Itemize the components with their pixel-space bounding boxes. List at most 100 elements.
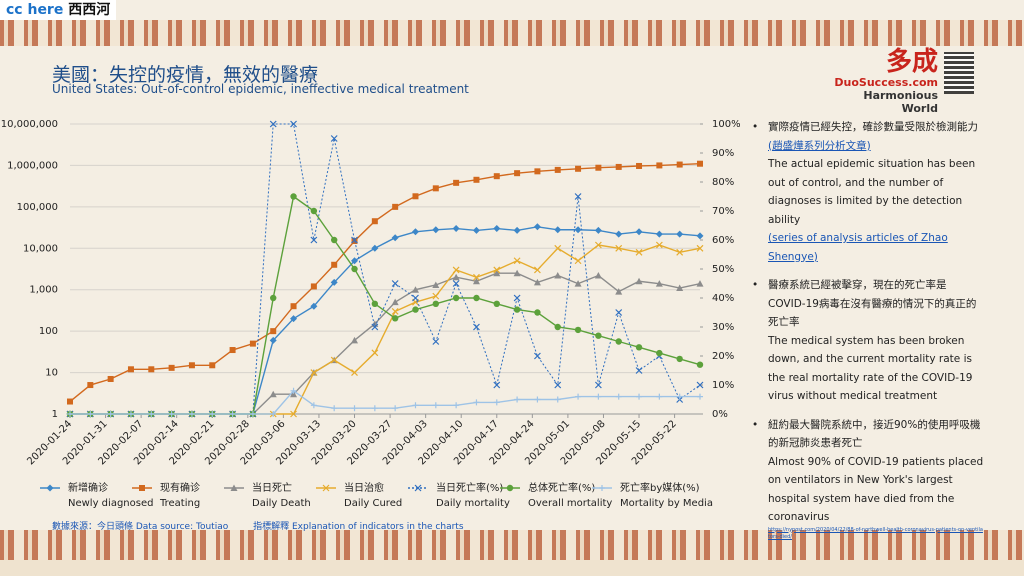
marker [493,173,500,180]
marker [493,300,500,307]
marker [290,120,297,128]
chart: 1 10 100 1,000 10,000 100,000 1,000,000 10,000,… [1,119,740,509]
legend-marker [230,484,238,491]
marker [453,179,460,186]
source[interactable]: 數據來源：今日頭條 Data source: Toutiao [52,522,229,532]
y2-tick-label: 70% [712,206,734,217]
series-line [69,163,701,403]
marker [290,193,297,200]
marker [371,405,378,412]
link[interactable]: (series of analysis articles of Zhao She… [768,232,948,263]
logo: 多成 DuoSuccess.com Harmonious World [828,48,938,115]
marker [249,411,256,417]
marker [615,288,623,295]
y-tick-label: 10 [45,368,58,379]
series-line [70,272,701,415]
bullet: • 紐約最大醫院系統中，接近90%的使用呼吸機的新冠肺炎患者死亡 Almost … [752,416,984,541]
legend-marker [599,485,605,491]
legend-marker [506,484,514,492]
marker [330,236,338,244]
marker [392,405,399,412]
marker [574,280,582,287]
marker [209,362,216,369]
marker [127,411,134,417]
marker [432,226,440,234]
series-line [70,226,701,415]
y-tick-label: 1 [52,409,58,420]
marker [513,226,521,234]
y-tick-label: 1,000 [29,285,58,296]
marker [595,332,602,339]
marker [554,272,562,279]
marker [269,336,277,344]
marker [310,402,317,409]
marker [656,162,663,169]
marker [391,315,399,322]
marker [594,226,602,234]
legend-label: 当日治愈 [344,481,384,494]
marker [615,163,622,170]
marker [696,232,704,240]
marker [554,226,562,234]
brand[interactable]: cc here 西西河 [0,0,117,20]
marker [269,390,277,398]
explanation[interactable]: 指標解釋 Explanation of indicators in the ch… [253,522,464,532]
marker [534,396,541,403]
marker [310,302,318,310]
marker [330,356,338,364]
link[interactable]: (趙盛燁系列分析文章) [768,139,871,152]
marker [533,223,541,231]
marker [168,411,175,417]
marker [676,161,683,168]
marker [594,241,602,249]
series [66,223,704,418]
y2-tick-label: 50% [712,264,734,275]
marker [351,336,359,344]
marker [290,387,297,394]
marker [534,309,541,316]
brand-latin: cc here [6,2,64,18]
marker [453,402,460,409]
marker [554,166,561,173]
legend-label: 现有确诊 [160,481,200,494]
marker [615,230,623,238]
title: 美國：失控的疫情，無效的醫療 [52,64,319,86]
marker [432,338,440,345]
marker [270,411,277,417]
marker [636,162,643,169]
marker [270,328,277,335]
marker [513,257,521,265]
marker [330,135,338,142]
marker [412,306,419,313]
marker [635,228,643,236]
marker [493,269,501,277]
marker [87,382,94,389]
marker [168,364,175,371]
marker [331,405,338,412]
marker [188,362,195,369]
marker [574,226,582,234]
marker [533,278,541,286]
bullet: • 實際疫情已經失控，確診數量受限於檢測能力 (趙盛燁系列分析文章) The a… [752,118,984,266]
legend-marker [414,484,422,492]
series [67,387,703,417]
series [66,269,704,417]
marker [615,338,622,345]
marker [615,244,623,252]
bullet-en: The actual epidemic situation has been o… [768,158,976,226]
legend-label: 新增确诊 [68,481,108,494]
marker [351,405,358,412]
marker [351,257,359,265]
marker [148,411,155,417]
marker [533,352,541,360]
marker [391,234,399,242]
marker [310,236,318,244]
series-line [70,244,701,415]
legend-marker [46,484,54,492]
marker [575,165,582,172]
legend-label-en: Daily Death [252,498,311,509]
marker [473,323,480,331]
marker [676,393,683,400]
url[interactable]: https://nypost.com/2020/04/22/88-of-nort… [768,526,983,540]
